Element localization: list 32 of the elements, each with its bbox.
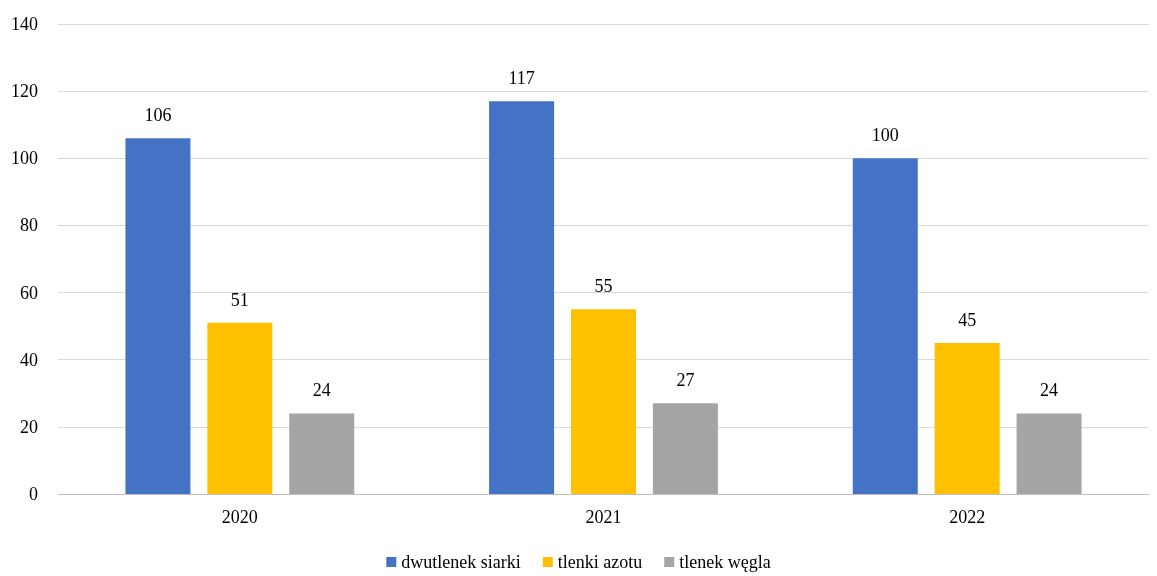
bar [852, 158, 918, 494]
bar [125, 138, 191, 494]
legend-label: dwutlenek siarki [401, 552, 521, 572]
x-tick-label: 2022 [949, 507, 986, 527]
data-label: 106 [144, 105, 172, 126]
y-tick-label: 0 [29, 484, 38, 504]
y-tick-label: 40 [20, 349, 38, 370]
data-label: 100 [871, 125, 899, 146]
y-tick-label: 100 [11, 148, 38, 169]
bar [571, 309, 636, 494]
y-tick-label: 120 [11, 81, 38, 102]
bar [289, 413, 355, 494]
data-label: 51 [230, 289, 249, 310]
data-label: 24 [312, 380, 331, 401]
y-tick-label: 60 [20, 282, 38, 303]
data-label: 117 [508, 68, 535, 89]
legend-label: tlenki azotu [557, 552, 643, 572]
y-tick-label: 80 [20, 215, 38, 236]
y-tick-label: 20 [20, 416, 38, 437]
bar [934, 342, 1000, 494]
data-label: 45 [958, 309, 977, 330]
data-label: 55 [594, 276, 613, 297]
bar [489, 101, 555, 494]
x-tick-label: 2020 [221, 507, 258, 527]
data-label: 27 [676, 370, 695, 391]
x-tick-label: 2021 [585, 507, 622, 527]
bar [652, 403, 718, 494]
legend-label: tlenek węgla [679, 552, 771, 572]
data-label: 24 [1040, 380, 1059, 401]
y-tick-label: 140 [11, 14, 38, 34]
bar [207, 322, 273, 494]
bar [1016, 413, 1082, 494]
